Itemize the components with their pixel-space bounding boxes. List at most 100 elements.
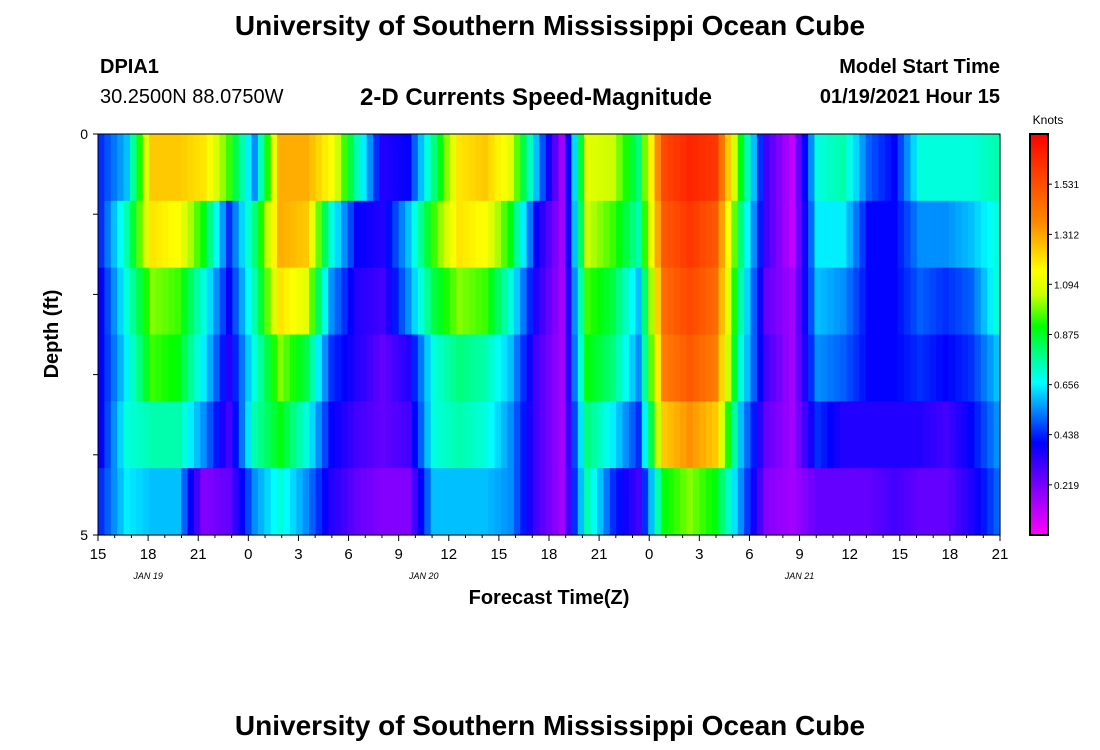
heatmap-cell bbox=[667, 401, 675, 469]
heatmap-cell bbox=[948, 200, 956, 269]
heatmap-cell bbox=[238, 401, 246, 469]
heatmap-cell bbox=[379, 334, 387, 402]
heatmap-cell bbox=[321, 401, 329, 469]
heatmap-cell bbox=[488, 267, 496, 336]
heatmap-cell bbox=[168, 401, 176, 469]
heatmap-cell bbox=[763, 134, 771, 202]
heatmap-cell bbox=[571, 401, 579, 469]
heatmap-cell bbox=[596, 267, 604, 336]
heatmap-cell bbox=[961, 468, 969, 536]
heatmap-cell bbox=[654, 401, 662, 469]
heatmap-cell bbox=[686, 267, 694, 336]
heatmap-cell bbox=[801, 468, 809, 536]
heatmap-cell bbox=[660, 200, 668, 269]
date-label: JAN 20 bbox=[408, 571, 439, 581]
heatmap-cell bbox=[123, 468, 131, 536]
heatmap-cell bbox=[251, 200, 259, 269]
heatmap-cell bbox=[584, 401, 592, 469]
heatmap-cell bbox=[379, 401, 387, 469]
heatmap-cell bbox=[321, 134, 329, 202]
heatmap-cell bbox=[833, 267, 841, 336]
heatmap-cell bbox=[712, 267, 720, 336]
heatmap-cell bbox=[462, 134, 470, 202]
heatmap-cell bbox=[929, 468, 937, 536]
heatmap-cell bbox=[833, 468, 841, 536]
heatmap-cell bbox=[449, 267, 457, 336]
heatmap-cell bbox=[405, 134, 413, 202]
heatmap-cell bbox=[379, 267, 387, 336]
heatmap-cell bbox=[660, 134, 668, 202]
heatmap-cell bbox=[852, 134, 860, 202]
heatmap-cell bbox=[334, 468, 342, 536]
heatmap-cell bbox=[392, 200, 400, 269]
heatmap-cell bbox=[270, 134, 278, 202]
heatmap-cell bbox=[795, 134, 803, 202]
x-tick-label: 15 bbox=[491, 546, 508, 563]
heatmap-cell bbox=[904, 200, 912, 269]
heatmap-cell bbox=[782, 134, 790, 202]
heatmap-cell bbox=[264, 401, 272, 469]
x-tick-label: 21 bbox=[190, 546, 207, 563]
heatmap-cell bbox=[846, 200, 854, 269]
heatmap-cell bbox=[776, 334, 784, 402]
heatmap-cell bbox=[776, 468, 784, 536]
heatmap-cell bbox=[366, 200, 374, 269]
heatmap-cell bbox=[168, 267, 176, 336]
heatmap-cell bbox=[264, 134, 272, 202]
heatmap-cell bbox=[846, 468, 854, 536]
heatmap-cell bbox=[788, 134, 796, 202]
station-id: DPIA1 bbox=[100, 56, 159, 78]
heatmap-cell bbox=[705, 334, 713, 402]
heatmap-cell bbox=[181, 200, 189, 269]
heatmap-cell bbox=[648, 401, 656, 469]
heatmap-cell bbox=[872, 468, 880, 536]
heatmap-cell bbox=[385, 200, 393, 269]
heatmap-cell bbox=[584, 334, 592, 402]
heatmap-cell bbox=[437, 468, 445, 536]
heatmap-cell bbox=[469, 267, 477, 336]
colorbar-tick-label: 0.656 bbox=[1054, 381, 1079, 392]
plot-title: 2-D Currents Speed-Magnitude bbox=[360, 84, 713, 111]
heatmap-cell bbox=[469, 134, 477, 202]
heatmap-cell bbox=[110, 468, 118, 536]
heatmap-cell bbox=[405, 267, 413, 336]
heatmap-cell bbox=[846, 334, 854, 402]
heatmap-cell bbox=[110, 334, 118, 402]
heatmap-cell bbox=[724, 401, 732, 469]
heatmap-cell bbox=[302, 334, 310, 402]
heatmap-cell bbox=[213, 134, 221, 202]
heatmap-cell bbox=[149, 401, 157, 469]
heatmap-cell bbox=[411, 134, 419, 202]
heatmap-cell bbox=[929, 334, 937, 402]
heatmap-cell bbox=[277, 200, 285, 269]
heatmap-cell bbox=[558, 334, 566, 402]
heatmap-cell bbox=[507, 267, 515, 336]
heatmap-cell bbox=[181, 401, 189, 469]
heatmap-cell bbox=[878, 200, 886, 269]
heatmap-cell bbox=[136, 468, 144, 536]
heatmap-cell bbox=[373, 267, 381, 336]
heatmap-cell bbox=[686, 200, 694, 269]
heatmap-cell bbox=[577, 134, 585, 202]
heatmap-cell bbox=[353, 134, 361, 202]
heatmap-cell bbox=[98, 200, 105, 269]
heatmap-cell bbox=[488, 468, 496, 536]
colorbar-tick-label: 0.438 bbox=[1054, 431, 1079, 442]
heatmap-cell bbox=[929, 200, 937, 269]
heatmap-cell bbox=[897, 134, 905, 202]
heatmap-cell bbox=[520, 334, 528, 402]
heatmap-cell bbox=[731, 134, 739, 202]
heatmap-cell bbox=[820, 334, 828, 402]
heatmap-cell bbox=[353, 200, 361, 269]
heatmap-cell bbox=[756, 134, 764, 202]
heatmap-cell bbox=[513, 200, 521, 269]
heatmap-cell bbox=[360, 401, 368, 469]
heatmap-cell bbox=[808, 334, 816, 402]
heatmap-cell bbox=[961, 334, 969, 402]
heatmap-cell bbox=[315, 468, 323, 536]
heatmap-cell bbox=[168, 468, 176, 536]
heatmap-cell bbox=[392, 401, 400, 469]
heatmap-cell bbox=[705, 134, 713, 202]
heatmap-cell bbox=[129, 267, 137, 336]
x-tick-label: 18 bbox=[541, 546, 558, 563]
